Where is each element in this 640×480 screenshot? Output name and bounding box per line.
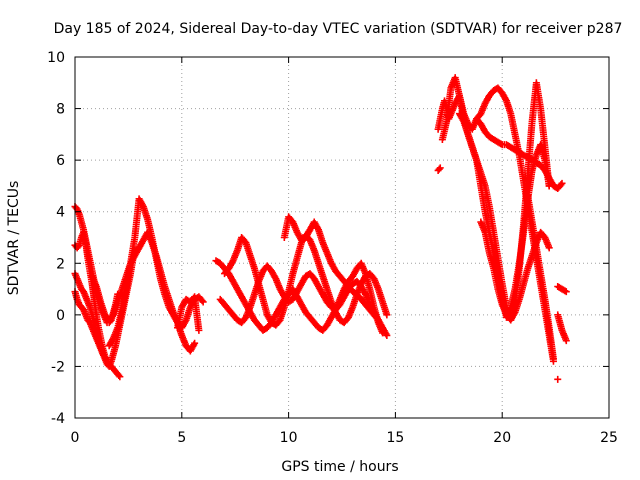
data-point [191, 339, 199, 347]
series-sat-e [88, 228, 199, 355]
data-points [71, 74, 570, 383]
y-tick-label: 10 [47, 50, 65, 66]
series-sat-r [554, 311, 570, 345]
series-sat-d [71, 288, 107, 358]
y-tick-labels: -4 -2 0 2 4 6 8 10 [47, 50, 65, 427]
y-tick-label: -2 [51, 359, 65, 375]
data-point [545, 182, 553, 190]
data-point [561, 287, 569, 295]
data-point [549, 355, 557, 363]
data-point [562, 288, 570, 296]
y-tick-label: 2 [56, 256, 65, 272]
series-sat-n [455, 79, 553, 324]
y-tick-label: 0 [56, 308, 65, 324]
data-point [557, 181, 565, 189]
x-tick-label: 5 [177, 430, 186, 446]
grid-lines [75, 57, 609, 418]
x-tick-label: 25 [600, 430, 618, 446]
x-tick-labels: 0 5 10 15 20 25 [71, 430, 618, 446]
data-point [198, 297, 206, 305]
data-point [562, 337, 570, 345]
data-point [545, 244, 553, 252]
y-tick-label: -4 [51, 411, 65, 427]
data-point [554, 375, 562, 383]
series-sat-s [554, 282, 570, 296]
x-tick-label: 20 [493, 430, 511, 446]
series-sat-f [105, 195, 207, 350]
series-sat-u [554, 375, 562, 383]
data-point [497, 140, 505, 148]
y-tick-label: 8 [56, 102, 65, 118]
data-point [383, 331, 391, 339]
data-point [116, 373, 124, 381]
series-sat-p [477, 218, 553, 324]
data-point [199, 298, 207, 306]
chart-title: Day 185 of 2024, Sidereal Day-to-day VTE… [54, 21, 623, 37]
plot-frame [74, 56, 610, 419]
data-point [383, 311, 391, 319]
data-point [436, 164, 444, 172]
data-point [558, 179, 566, 187]
x-tick-label: 10 [280, 430, 298, 446]
series-sat-j [221, 231, 391, 329]
y-tick-label: 4 [56, 205, 65, 221]
series-sat-q [524, 192, 557, 363]
series-sat-t [434, 164, 444, 174]
series-sat-k [280, 213, 391, 339]
data-point [115, 371, 123, 379]
axis-ticks [74, 56, 610, 419]
x-axis-label: GPS time / hours [281, 459, 398, 475]
x-tick-label: 15 [386, 430, 404, 446]
series-sat-g [174, 293, 203, 334]
x-tick-label: 0 [71, 430, 80, 446]
data-point [195, 326, 203, 334]
data-point [435, 165, 443, 173]
y-axis-label: SDTVAR / TECUs [6, 181, 22, 296]
data-point [99, 350, 107, 358]
y-tick-label: 6 [56, 153, 65, 169]
